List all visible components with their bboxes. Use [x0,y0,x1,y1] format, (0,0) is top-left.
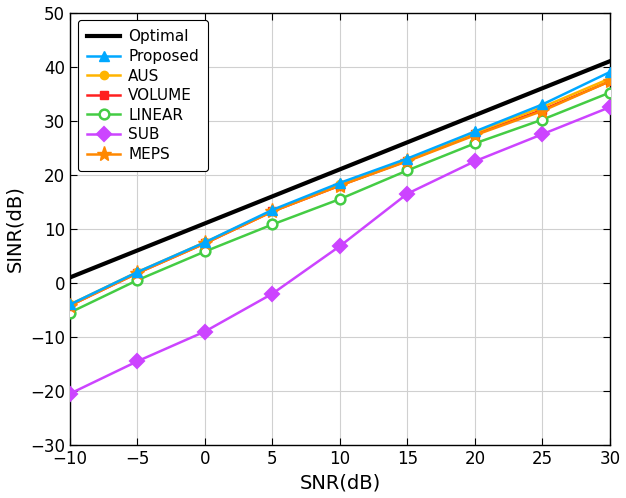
Optimal [336,166,344,172]
SUB [606,104,613,110]
AUS [606,76,613,82]
AUS [269,208,276,214]
AUS [404,156,411,162]
MEPS [404,158,411,164]
Proposed [471,128,479,134]
VOLUME [269,209,276,215]
SUB [134,358,141,364]
Line: VOLUME: VOLUME [66,77,614,310]
LINEAR [66,310,74,316]
Optimal [134,248,141,253]
VOLUME [404,158,411,164]
Optimal [606,58,613,64]
MEPS [66,303,74,309]
Optimal [66,274,74,280]
LINEAR [201,249,208,254]
AUS [66,301,74,307]
Line: Proposed: Proposed [65,67,615,309]
SUB [201,329,208,335]
AUS [538,104,546,110]
LINEAR [404,167,411,173]
X-axis label: SNR(dB): SNR(dB) [299,474,381,493]
SUB [404,191,411,197]
MEPS [269,209,276,215]
SUB [538,131,546,137]
AUS [134,269,141,275]
MEPS [134,270,141,276]
Y-axis label: SINR(dB): SINR(dB) [6,185,24,272]
AUS [201,240,208,246]
Optimal [269,193,276,199]
MEPS [471,132,479,138]
LINEAR [336,196,344,202]
MEPS [201,241,208,247]
SUB [269,291,276,297]
Proposed [201,240,208,246]
Proposed [336,180,344,186]
Proposed [606,69,613,75]
Proposed [66,301,74,307]
VOLUME [201,241,208,247]
VOLUME [606,78,613,84]
LINEAR [606,90,613,96]
AUS [471,129,479,135]
Line: MEPS: MEPS [63,74,617,313]
Proposed [269,207,276,213]
Optimal [201,221,208,227]
VOLUME [66,303,74,309]
SUB [66,391,74,397]
Optimal [404,139,411,145]
Line: LINEAR: LINEAR [65,88,615,317]
Optimal [471,112,479,118]
LINEAR [134,277,141,283]
MEPS [606,78,613,84]
LINEAR [538,117,546,123]
Optimal [538,85,546,91]
SUB [471,158,479,164]
Proposed [538,102,546,108]
Proposed [134,269,141,275]
VOLUME [538,107,546,113]
Proposed [404,155,411,161]
LINEAR [269,222,276,228]
Line: SUB: SUB [65,102,615,398]
MEPS [336,183,344,189]
VOLUME [134,270,141,276]
MEPS [538,108,546,114]
VOLUME [336,183,344,189]
AUS [336,181,344,187]
SUB [336,243,344,249]
LINEAR [471,140,479,146]
Line: AUS: AUS [66,74,614,309]
VOLUME [471,131,479,137]
Line: Optimal: Optimal [70,61,610,277]
Legend: Optimal, Proposed, AUS, VOLUME, LINEAR, SUB, MEPS: Optimal, Proposed, AUS, VOLUME, LINEAR, … [78,20,208,171]
